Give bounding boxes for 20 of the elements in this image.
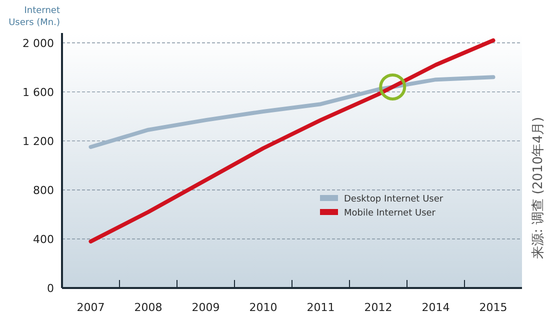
- y-tick-label: 1 600: [22, 86, 54, 99]
- y-tick-label: 800: [33, 184, 54, 197]
- x-tick-label: 2009: [192, 301, 220, 314]
- line-series: [88, 75, 496, 150]
- line-series: [88, 38, 496, 244]
- y-tick-label: 1 200: [22, 134, 54, 148]
- y-tick-label: 0: [47, 282, 54, 295]
- x-tick-label: 2007: [76, 301, 105, 314]
- legend-label: Mobile Internet User: [344, 208, 436, 218]
- x-tick-label: 2014: [422, 301, 450, 314]
- y-tick-label: 400: [33, 232, 54, 246]
- x-tick-label: 2015: [479, 301, 508, 314]
- x-tick-label: 2008: [134, 301, 162, 314]
- source-note: 来源: 调查 (2010年4月): [531, 116, 546, 260]
- x-tick-label: 2010: [249, 301, 278, 314]
- y-axis-title: Internet Users (Mn.): [8, 6, 60, 28]
- x-tick-label: 2012: [364, 301, 392, 314]
- y-tick-label: 2 000: [22, 36, 54, 50]
- x-tick-label: 2011: [306, 301, 335, 314]
- legend-label: Desktop Internet User: [344, 194, 444, 204]
